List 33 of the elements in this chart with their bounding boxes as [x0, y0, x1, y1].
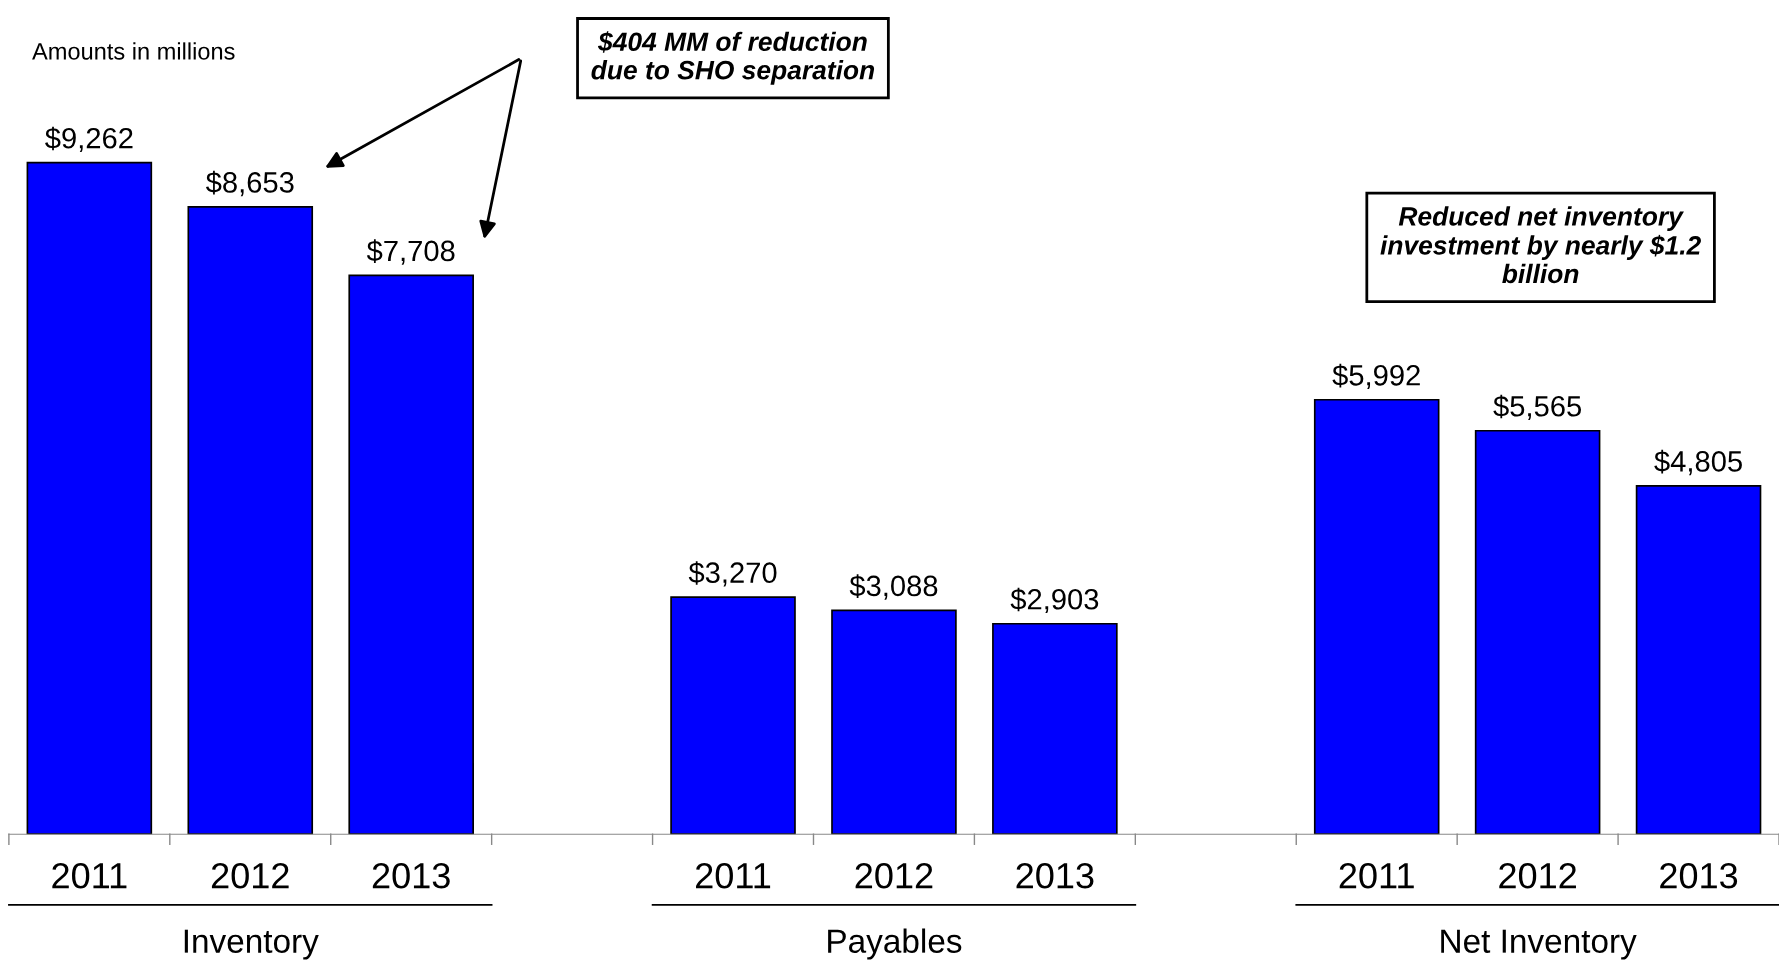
bar: [1313, 398, 1440, 835]
bar: [1474, 429, 1601, 835]
x-tick-label: 2013: [1016, 862, 1094, 889]
bar: [670, 596, 796, 835]
data-label: $2,903: [1010, 587, 1099, 614]
data-label: $3,270: [688, 561, 777, 587]
x-tick-label: 2013: [372, 862, 450, 889]
data-label: $5,565: [1493, 394, 1582, 421]
bar: [348, 274, 474, 835]
text: Amounts in millions: [32, 42, 235, 60]
text: Payables: [828, 928, 962, 960]
data-label: $4,805: [1654, 449, 1742, 476]
x-tick-label: 2012: [211, 862, 289, 889]
x-tick-label: 2011: [52, 862, 127, 889]
bar: [992, 622, 1118, 835]
annotation: Reduced net inventory investment by nearly $1.2 billion: [1380, 206, 1701, 284]
text: Net Inventory: [1441, 929, 1637, 960]
bar: [187, 205, 314, 835]
x-tick-label: 2013: [1660, 862, 1738, 889]
x-tick-label: 2011: [1339, 862, 1414, 889]
x-tick-label: 2012: [855, 862, 933, 889]
data-label: $8,653: [205, 170, 294, 197]
data-label: $9,262: [45, 126, 133, 153]
bar: [1635, 484, 1762, 835]
data-label: $7,708: [366, 239, 455, 265]
bar: [831, 609, 957, 835]
text: Inventory: [184, 929, 319, 960]
x-tick-label: 2011: [696, 862, 771, 889]
data-label: $5,992: [1332, 363, 1420, 390]
text: $404 MM of reduction due to SHO separation: [591, 31, 875, 85]
data-label: $3,088: [849, 574, 938, 600]
bar: [26, 161, 153, 835]
x-tick-label: 2012: [1499, 862, 1576, 889]
